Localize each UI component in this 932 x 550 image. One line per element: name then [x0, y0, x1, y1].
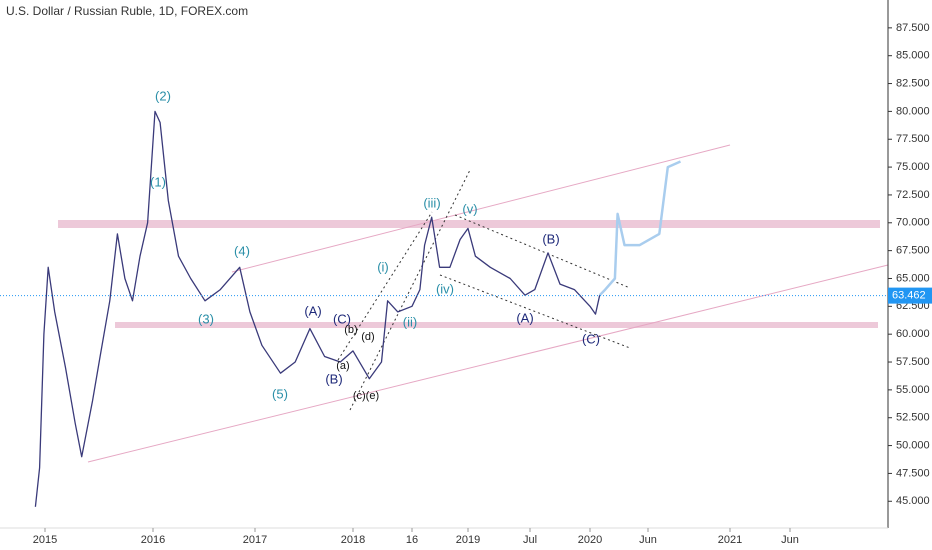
y-tick-label: 52.500	[896, 412, 930, 424]
wave-label: (C)	[582, 331, 600, 346]
wave-label: (3)	[198, 311, 214, 326]
wave-label: (b)	[344, 324, 357, 336]
y-tick-label: 77.500	[896, 133, 930, 145]
y-tick-label: 47.500	[896, 467, 930, 479]
wave-label: (iii)	[423, 195, 440, 210]
y-tick-label: 60.000	[896, 328, 930, 340]
y-tick-label: 45.000	[896, 495, 930, 507]
y-tick-label: 80.000	[896, 105, 930, 117]
wave-label: (a)	[336, 360, 349, 372]
wave-label: (1)	[150, 174, 166, 189]
wave-label: (d)	[361, 331, 374, 343]
wave-labels: (2) (1) (4) (3) (5) (A) (B) (C) (b) (d) …	[150, 88, 600, 401]
y-tick-label: 67.500	[896, 245, 930, 257]
chart-title: U.S. Dollar / Russian Ruble, 1D, FOREX.c…	[6, 4, 248, 18]
x-tick-label: 2016	[141, 534, 165, 546]
wave-label: (4)	[234, 243, 250, 258]
x-tick-label: 16	[406, 534, 418, 546]
y-tick-label: 75.000	[896, 161, 930, 173]
x-tick-label: 2017	[243, 534, 267, 546]
x-tick-label: Jul	[523, 534, 537, 546]
price-line	[34, 110, 601, 507]
wave-label: (2)	[155, 88, 171, 103]
y-tick-label: 57.500	[896, 356, 930, 368]
y-tick-label: 55.000	[896, 384, 930, 396]
wave-label: (iv)	[436, 281, 454, 296]
x-tick-label: Jun	[781, 534, 799, 546]
wave-label: (A)	[516, 310, 533, 325]
wave-label: (i)	[377, 259, 389, 274]
y-tick-label: 70.000	[896, 217, 930, 229]
y-tick-label: 65.000	[896, 272, 930, 284]
x-tick-label: 2019	[456, 534, 480, 546]
dotted-channel	[454, 214, 631, 289]
y-tick-label: 87.500	[896, 22, 930, 34]
last-price-label: 63.462	[892, 290, 926, 302]
wave-label: (5)	[272, 386, 288, 401]
wave-label: (c)(e)	[353, 390, 379, 402]
x-tick-label: 2021	[718, 534, 742, 546]
last-price-box	[888, 287, 932, 304]
y-tick-label: 72.500	[896, 189, 930, 201]
wave-label: (C)	[333, 311, 351, 326]
dotted-channel	[337, 211, 433, 361]
projection-line	[598, 160, 682, 297]
channel-upper	[231, 144, 731, 273]
wave-label: (v)	[462, 201, 477, 216]
y-tick-label: 85.000	[896, 50, 930, 62]
series-layer	[34, 110, 682, 507]
x-tick-label: Jun	[639, 534, 657, 546]
y-tick-label: 82.500	[896, 77, 930, 89]
resistance-zone	[58, 220, 880, 228]
dotted-channel	[439, 274, 631, 349]
x-tick-label: 2018	[341, 534, 365, 546]
y-tick-label: 50.000	[896, 439, 930, 451]
wave-label: (ii)	[403, 314, 417, 329]
x-tick-label: 2015	[33, 534, 57, 546]
channel-lower	[87, 264, 889, 463]
wave-label: (A)	[304, 303, 321, 318]
wave-label: (B)	[325, 371, 342, 386]
x-tick-label: 2020	[578, 534, 602, 546]
wave-label: (B)	[542, 231, 559, 246]
support-zone	[115, 322, 878, 328]
